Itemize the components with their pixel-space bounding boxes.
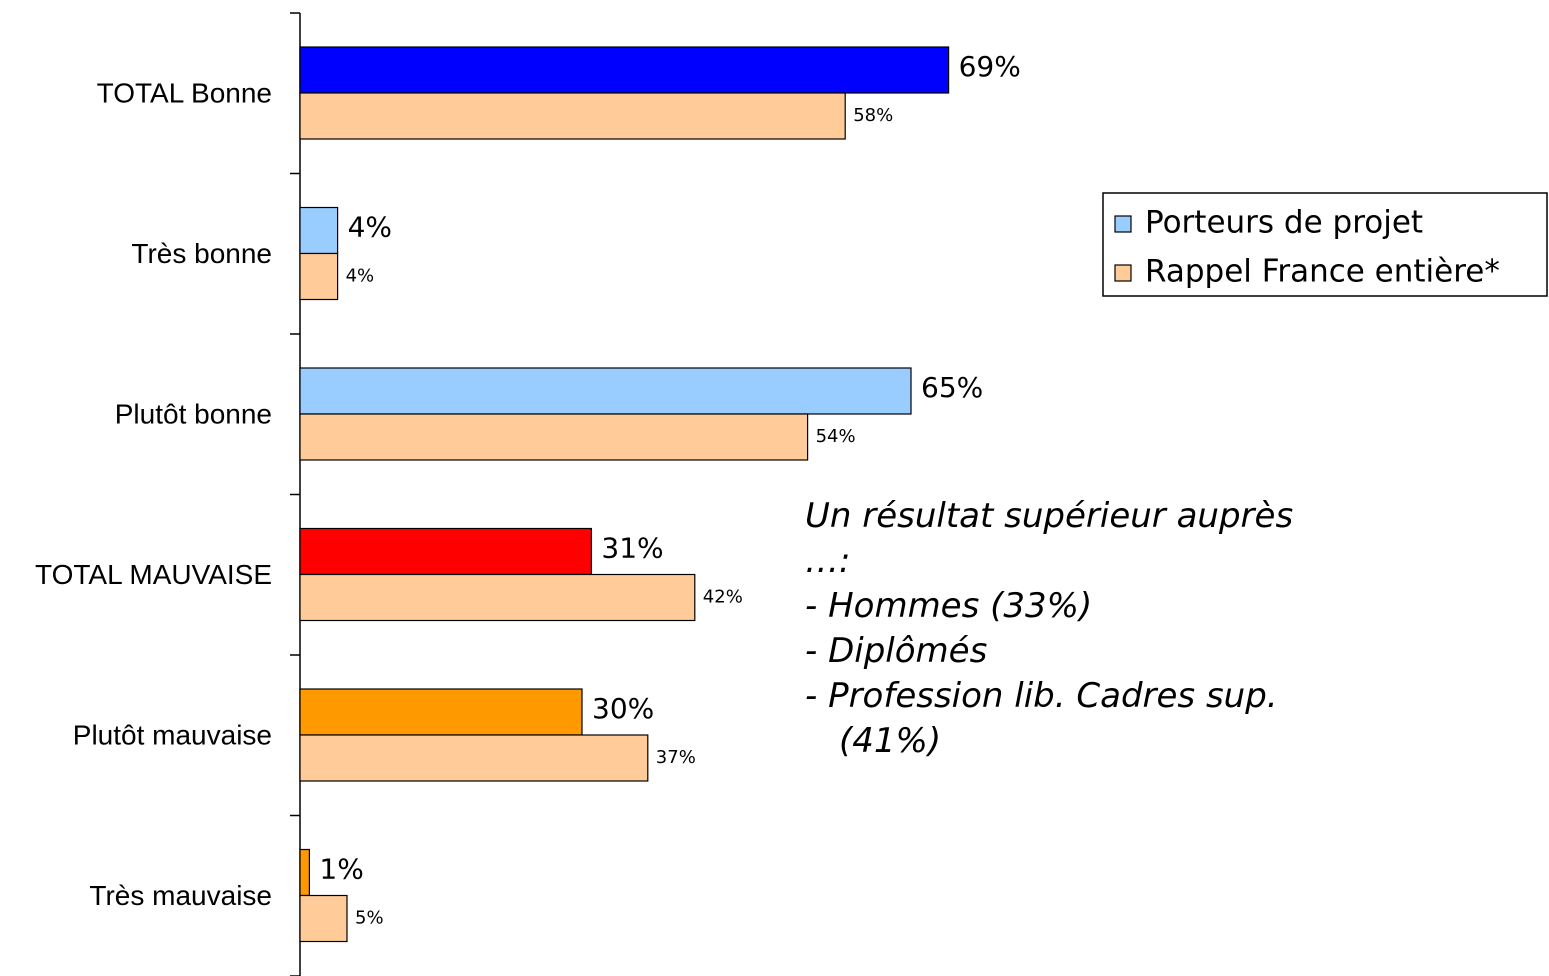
value-label: 69% [959,50,1021,83]
value-label: 37% [656,747,696,768]
value-label: 4% [346,266,375,287]
value-label: 31% [601,532,663,565]
category-label: TOTAL Bonne [97,77,272,108]
bar [299,46,950,94]
bar [299,848,310,897]
category-label: Très mauvaise [89,880,272,911]
category-label: Très bonne [131,238,272,269]
bar [299,367,912,415]
annotation-item: - Profession lib. Cadres sup. (41%) [805,676,1278,761]
value-label: 1% [319,853,363,886]
value-label: 65% [921,371,983,404]
bar [299,688,583,736]
bar [299,206,339,255]
value-label: 30% [592,692,654,725]
bar [299,734,649,782]
value-label: 42% [703,587,743,608]
bar [299,573,696,622]
value-label: 54% [816,426,856,447]
legend-swatch [1114,215,1132,233]
legend-box [1102,192,1548,297]
value-label: 58% [853,105,893,126]
category-label: Plutôt mauvaise [73,719,272,750]
annotation-item: - Diplômés [805,631,988,671]
bar [299,252,339,301]
value-label: 4% [348,211,392,244]
legend-label: Rappel France entière* [1145,254,1500,290]
legend-swatch [1114,264,1132,282]
annotation: Un résultat supérieur auprès …: - Hommes… [805,494,1345,764]
bar [299,92,846,140]
category-label: TOTAL MAUVAISE [35,559,272,590]
category-label: Plutôt bonne [115,398,272,429]
legend-label: Porteurs de projet [1145,205,1423,241]
annotation-title: Un résultat supérieur auprès …: [805,496,1294,581]
bar [299,894,348,943]
annotation-item: - Hommes (33%) [805,586,1093,626]
bar [299,527,592,576]
value-label: 5% [355,908,384,929]
bar [299,413,809,461]
